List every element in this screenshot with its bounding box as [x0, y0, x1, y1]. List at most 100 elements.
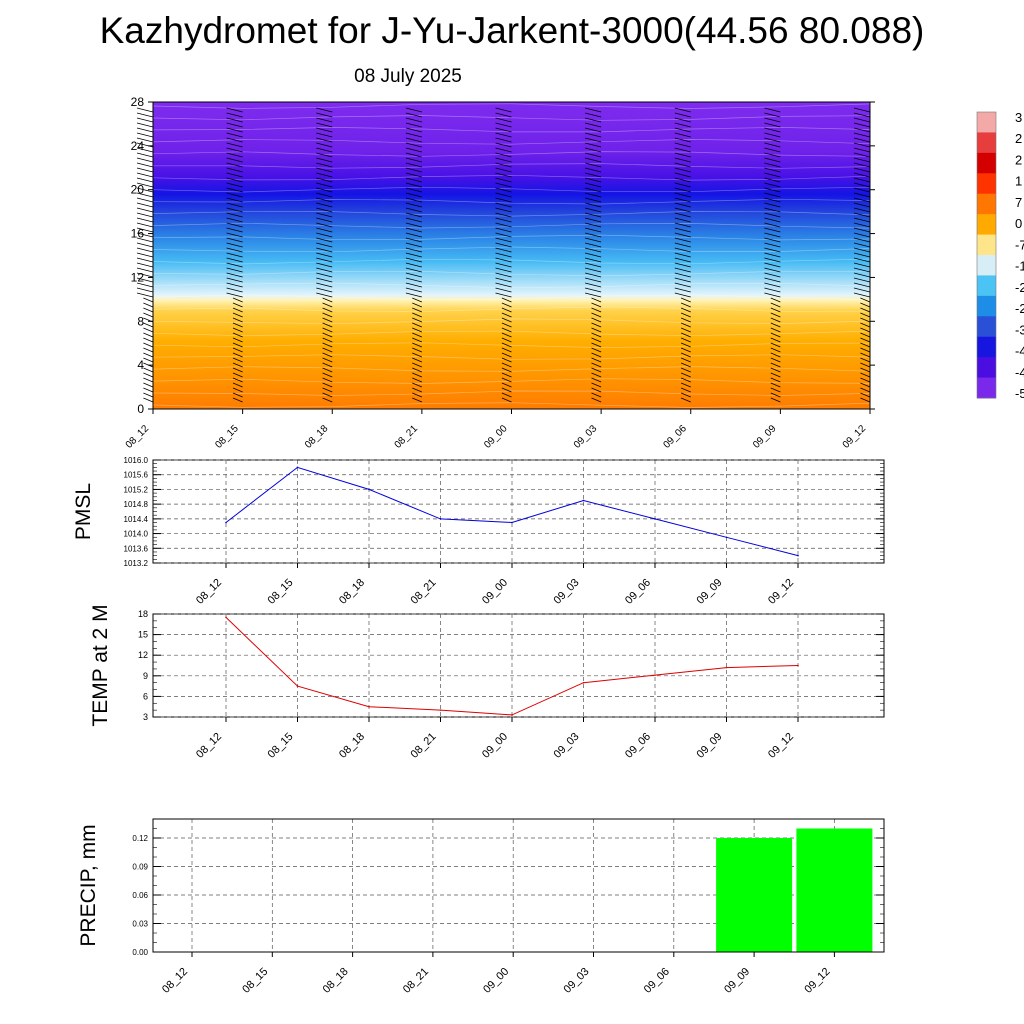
wind-barb [143, 342, 154, 348]
wind-barb [770, 347, 781, 353]
wind-barb [226, 262, 243, 268]
y-tick-label: 12 [131, 270, 145, 284]
temp-point [725, 666, 728, 669]
wind-barb [853, 277, 871, 283]
colorbar-swatch [977, 193, 996, 215]
wind-barb [322, 332, 333, 338]
wind-barb [674, 237, 691, 243]
wind-barb [585, 117, 602, 123]
x-tick-label: 08_18 [337, 577, 367, 607]
wind-barb [591, 342, 602, 348]
wind-barb [316, 282, 333, 288]
contour-line [152, 330, 871, 337]
wind-barb [585, 282, 602, 288]
temp-point [582, 681, 585, 684]
wind-barb [405, 202, 422, 208]
wind-barb [316, 222, 333, 228]
wind-barb [853, 247, 871, 253]
wind-barb [143, 307, 154, 313]
wind-barb [770, 367, 781, 373]
wind-barb [143, 377, 154, 383]
wind-barb [412, 322, 423, 328]
wind-barb [232, 367, 243, 373]
wind-barb [501, 302, 512, 308]
wind-barb [316, 122, 333, 128]
wind-barb [226, 227, 243, 233]
contour-line [152, 186, 871, 193]
contour-line [152, 103, 871, 109]
contour-line [152, 402, 871, 408]
wind-barb [853, 222, 871, 228]
wind-barb [585, 127, 602, 133]
wind-barb [860, 297, 871, 303]
y-tick-label: 20 [131, 183, 145, 197]
wind-barb [412, 332, 423, 338]
wind-barb [501, 382, 512, 388]
wind-barb [770, 362, 781, 368]
temp-point [368, 705, 370, 708]
colorbar-swatch [977, 275, 996, 297]
wind-barb [764, 277, 781, 283]
wind-barb [232, 342, 243, 348]
wind-barb [322, 357, 333, 363]
wind-barb [585, 232, 602, 238]
wind-barb [853, 187, 871, 193]
wind-barb [405, 277, 422, 283]
wind-barb [136, 237, 154, 243]
colorbar-swatch [977, 112, 996, 133]
wind-barb [136, 157, 154, 163]
wind-barb [143, 392, 154, 398]
wind-barb [316, 252, 333, 258]
wind-barb [316, 197, 333, 203]
y-tick-label: 0.03 [132, 920, 148, 929]
x-tick-label: 09_12 [766, 731, 796, 761]
wind-barb [495, 287, 512, 293]
y-tick-label: 0 [137, 402, 144, 416]
wind-barb [226, 247, 243, 253]
wind-barb [226, 252, 243, 258]
wind-barb [405, 122, 422, 128]
wind-barb [232, 372, 243, 378]
wind-barb [316, 217, 333, 223]
wind-barb [322, 317, 333, 323]
wind-barb [770, 332, 781, 338]
colorbar-swatch [977, 295, 996, 317]
wind-barb [495, 122, 512, 128]
wind-barb [405, 197, 422, 203]
wind-barb [764, 237, 781, 243]
wind-barb [860, 317, 871, 323]
wind-barb [674, 182, 691, 188]
wind-barb [495, 197, 512, 203]
wind-barb [316, 107, 333, 113]
wind-barb [860, 367, 871, 373]
wind-barb [405, 237, 422, 243]
wind-barb [226, 122, 243, 128]
wind-barb [674, 112, 691, 118]
wind-barb [136, 112, 154, 118]
colorbar-label: 0 [1015, 216, 1022, 231]
x-tick-label: 08_12 [194, 577, 224, 607]
wind-barb [585, 217, 602, 223]
wind-barb [764, 212, 781, 218]
wind-barb [853, 237, 871, 243]
wind-barb [770, 337, 781, 343]
wind-barb [764, 132, 781, 138]
wind-barb [674, 172, 691, 178]
wind-barb [770, 372, 781, 378]
wind-barb [585, 107, 602, 113]
wind-barb [674, 252, 691, 258]
wind-barb [136, 187, 154, 193]
wind-barb [585, 277, 602, 283]
chart-title: Kazhydromet for J-Yu-Jarkent-3000(44.56 … [99, 10, 925, 51]
wind-barb [232, 387, 243, 393]
wind-barb [585, 202, 602, 208]
wind-barb [501, 342, 512, 348]
wind-barb [853, 127, 871, 133]
colorbar-label: 2 [1015, 131, 1022, 146]
wind-barb [501, 392, 512, 398]
contour-line [152, 234, 871, 241]
wind-barb [585, 247, 602, 253]
wind-barb [316, 287, 333, 293]
contour-line [152, 342, 871, 348]
wind-barb [770, 297, 781, 303]
